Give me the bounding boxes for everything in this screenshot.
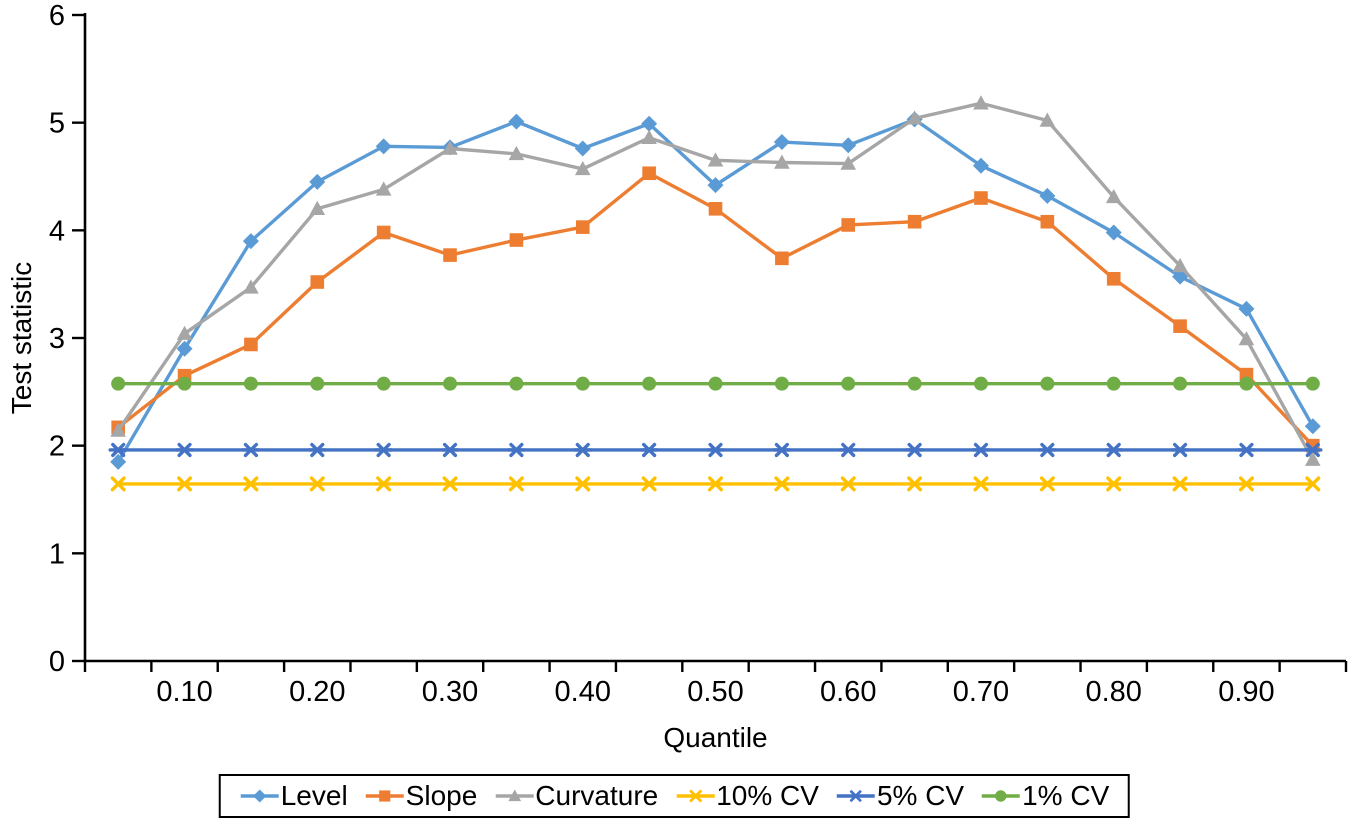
x-tick-label: 0.40 (555, 676, 611, 708)
axes: 0 1 2 3 4 5 6 0.10 0.20 0.30 0.40 0.50 0.60 0.70 0.80 0… (49, 0, 1348, 708)
legend-item-curvature: Curvature (493, 781, 658, 811)
series-markers-slope (111, 166, 1320, 453)
legend-label-curvature: Curvature (535, 780, 659, 811)
series-markers-curvature (110, 95, 1321, 466)
legend-swatch-1-cv-icon (982, 790, 1021, 802)
series-markers-10-cv (110, 476, 1321, 492)
legend-label-slope: Slope (405, 780, 478, 811)
series-slope (111, 166, 1320, 453)
y-tick-label: 3 (49, 323, 65, 355)
x-tick-label: 0.90 (1218, 676, 1274, 708)
y-tick-label: 5 (49, 108, 65, 140)
legend-label-level: Level (280, 780, 348, 811)
legend-label-10-cv: 10% CV (716, 780, 819, 811)
series-line-level (116, 117, 1315, 464)
series-10-cv (110, 476, 1321, 492)
legend-swatch-10-cv-icon (676, 789, 715, 803)
legend-item-level: Level (239, 781, 348, 811)
x-tick-label: 0.50 (687, 676, 743, 708)
series-5-cv (108, 442, 1323, 458)
y-tick-label: 6 (49, 0, 65, 32)
legend-item-10-cv: 10% CV (674, 781, 819, 811)
series-markers-1-cv (111, 376, 1320, 391)
legend-item-1-cv: 1% CV (980, 781, 1109, 811)
x-tick-label: 0.60 (820, 676, 876, 708)
y-tick-label: 0 (49, 646, 65, 678)
legend-swatch-curvature-icon (495, 789, 534, 802)
legend-item-5-cv: 5% CV (835, 781, 964, 811)
y-axis-title: Test statistic (6, 261, 37, 415)
y-tick-label: 4 (49, 215, 65, 247)
legend-item-slope: Slope (364, 780, 478, 811)
series-curvature (110, 95, 1321, 466)
legend-label-5-cv: 5% CV (876, 780, 965, 811)
legend-swatch-slope-icon (365, 790, 404, 802)
series-markers-5-cv (108, 442, 1323, 458)
y-tick-label: 1 (49, 538, 65, 570)
y-tick-label: 2 (49, 431, 65, 463)
x-tick-label: 0.20 (289, 676, 345, 708)
legend-swatch-5-cv-icon (836, 790, 875, 802)
series-1-cv (111, 376, 1320, 391)
legend-swatch-level-icon (240, 789, 279, 803)
legend-label-1-cv: 1% CV (1022, 780, 1110, 811)
legend: Level Slope Curvature 10% CV 5% CV 1% CV (218, 774, 1130, 818)
chart-svg: 0 1 2 3 4 5 6 0.10 0.20 0.30 0.40 0.50 0.60 0.70 0.80 0… (49, 0, 1348, 708)
x-tick-label: 0.10 (156, 676, 212, 708)
x-tick-label: 0.70 (953, 676, 1009, 708)
x-axis-title: Quantile (663, 722, 768, 753)
x-tick-label: 0.80 (1085, 676, 1141, 708)
chart: 0 1 2 3 4 5 6 0.10 0.20 0.30 0.40 0.50 0.60 0.70 0.80 0… (6, 0, 1348, 753)
x-tick-label: 0.30 (422, 676, 478, 708)
